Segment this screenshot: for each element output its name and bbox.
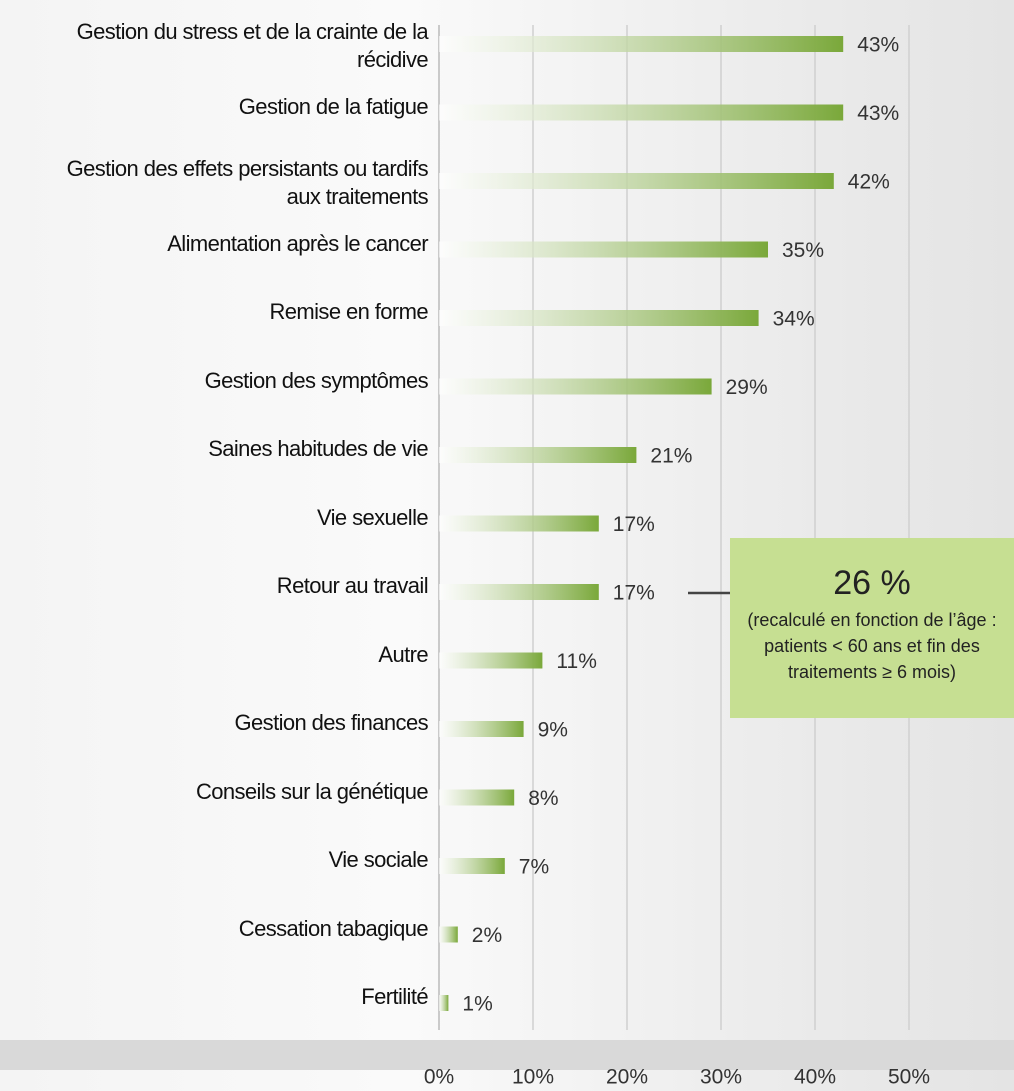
value-label: 35% xyxy=(782,239,824,262)
bar xyxy=(439,995,448,1011)
category-label: Gestion des finances xyxy=(0,709,428,737)
value-label: 17% xyxy=(613,582,655,605)
x-tick-label: 30% xyxy=(700,1066,742,1089)
category-label: Retour au travail xyxy=(0,572,428,600)
value-label: 17% xyxy=(613,513,655,536)
value-label: 7% xyxy=(519,856,549,879)
bar xyxy=(439,447,636,463)
category-label: Remise en forme xyxy=(0,298,428,326)
bar xyxy=(439,790,514,806)
value-label: 11% xyxy=(556,650,596,673)
bar xyxy=(439,105,843,121)
category-label: Gestion du stress et de la crainte de la… xyxy=(48,18,428,74)
x-tick-label: 40% xyxy=(794,1066,836,1089)
category-label: Gestion de la fatigue xyxy=(0,93,428,121)
category-label: Alimentation après le cancer xyxy=(0,230,428,258)
category-label: Gestion des symptômes xyxy=(0,367,428,395)
annotation-box: 26 % (recalculé en fonction de l’âge : p… xyxy=(730,538,1014,718)
category-label: Fertilité xyxy=(0,983,428,1011)
value-label: 9% xyxy=(538,719,568,742)
bar xyxy=(439,516,599,532)
value-label: 43% xyxy=(857,102,899,125)
category-label: Cessation tabagique xyxy=(0,915,428,943)
category-label: Gestion des effets persistants ou tardif… xyxy=(48,155,428,211)
category-label: Saines habitudes de vie xyxy=(0,435,428,463)
bar xyxy=(439,379,712,395)
category-label: Vie sociale xyxy=(0,846,428,874)
value-label: 29% xyxy=(726,376,768,399)
value-label: 43% xyxy=(857,34,899,57)
x-tick-label: 20% xyxy=(606,1066,648,1089)
bar xyxy=(439,721,524,737)
category-label: Conseils sur la génétique xyxy=(0,778,428,806)
value-label: 8% xyxy=(528,787,558,810)
x-tick-label: 0% xyxy=(424,1066,454,1089)
bar xyxy=(439,173,834,189)
x-tick-label: 50% xyxy=(888,1066,930,1089)
value-label: 2% xyxy=(472,924,502,947)
value-label: 1% xyxy=(462,993,492,1016)
chart: 0% 10% 20% 30% 40% 50% 43% 43% 42% 35% 34% 29% 21% 17… xyxy=(0,0,1014,1091)
bar xyxy=(439,584,599,600)
bar xyxy=(439,36,843,52)
bar xyxy=(439,310,759,326)
annotation-text: (recalculé en fonction de l’âge : patien… xyxy=(730,607,1014,685)
value-label: 42% xyxy=(848,171,890,194)
category-label: Autre xyxy=(0,641,428,669)
value-label: 34% xyxy=(773,308,815,331)
bar xyxy=(439,242,768,258)
value-label: 21% xyxy=(650,445,692,468)
bar xyxy=(439,858,505,874)
x-tick-label: 10% xyxy=(512,1066,554,1089)
bar xyxy=(439,653,542,669)
bar xyxy=(439,927,458,943)
annotation-title: 26 % xyxy=(730,564,1014,603)
category-label: Vie sexuelle xyxy=(0,504,428,532)
